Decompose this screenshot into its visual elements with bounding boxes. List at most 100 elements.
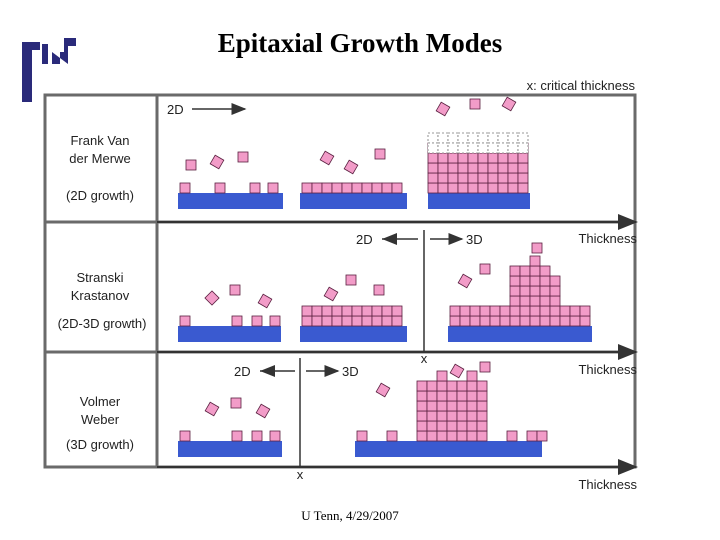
adatom xyxy=(331,315,343,327)
adatom xyxy=(459,315,471,327)
adatom xyxy=(539,315,551,327)
adatom xyxy=(436,430,448,442)
adatom xyxy=(311,315,323,327)
adatom xyxy=(477,172,489,184)
adatom xyxy=(427,152,439,164)
adatom xyxy=(179,315,191,327)
adatom xyxy=(489,305,501,317)
mode-name-line2: Krastanov xyxy=(71,288,130,303)
adatom xyxy=(549,315,561,327)
adatom xyxy=(373,284,385,296)
adatom xyxy=(466,430,478,442)
adatom xyxy=(526,430,538,442)
adatom xyxy=(416,380,428,392)
dashed-layer-atom xyxy=(447,142,459,154)
adatom xyxy=(539,285,551,297)
adatom xyxy=(466,390,478,402)
adatom xyxy=(476,430,488,442)
adatom xyxy=(507,162,519,174)
adatom xyxy=(204,290,220,306)
adatom xyxy=(497,182,509,194)
adatom xyxy=(437,172,449,184)
adatom xyxy=(301,315,313,327)
adatom xyxy=(469,305,481,317)
adatom xyxy=(497,162,509,174)
adatom xyxy=(437,162,449,174)
adatom xyxy=(179,182,191,194)
dashed-layer-atom xyxy=(467,132,479,144)
adatom xyxy=(457,273,473,289)
adatom xyxy=(209,154,225,170)
substrate xyxy=(448,326,592,342)
adatom xyxy=(321,315,333,327)
adatom xyxy=(579,315,591,327)
dashed-layer-atom xyxy=(477,142,489,154)
adatom xyxy=(529,285,541,297)
adatom xyxy=(381,305,393,317)
adatom xyxy=(311,182,323,194)
adatom xyxy=(569,315,581,327)
dashed-layer-atom xyxy=(517,132,529,144)
adatom xyxy=(381,315,393,327)
adatom xyxy=(517,152,529,164)
adatom xyxy=(456,410,468,422)
adatom xyxy=(436,380,448,392)
adatom xyxy=(467,182,479,194)
dashed-layer-atom xyxy=(487,142,499,154)
mode-name-line1: Frank Van xyxy=(70,133,129,148)
adatom xyxy=(437,152,449,164)
adatom xyxy=(361,305,373,317)
adatom xyxy=(447,152,459,164)
adatom xyxy=(449,305,461,317)
thickness-axis-label: Thickness xyxy=(578,477,637,492)
direction-label-2d: 2D xyxy=(167,102,184,117)
adatom xyxy=(456,430,468,442)
adatom xyxy=(446,400,458,412)
adatom xyxy=(269,430,281,442)
adatom xyxy=(447,172,459,184)
adatom xyxy=(416,430,428,442)
dashed-layer-atom xyxy=(507,142,519,154)
adatom xyxy=(529,315,541,327)
adatom xyxy=(381,182,393,194)
adatom xyxy=(487,152,499,164)
adatom xyxy=(509,275,521,287)
adatom xyxy=(457,152,469,164)
adatom xyxy=(416,410,428,422)
adatom xyxy=(361,182,373,194)
adatom xyxy=(371,182,383,194)
adatom xyxy=(467,172,479,184)
adatom xyxy=(331,182,343,194)
substrate xyxy=(300,193,407,209)
adatom xyxy=(449,315,461,327)
adatom xyxy=(509,305,521,317)
dashed-layer-atom xyxy=(467,142,479,154)
dashed-layer-atom xyxy=(457,142,469,154)
adatom xyxy=(519,295,531,307)
adatom xyxy=(477,162,489,174)
adatom xyxy=(456,420,468,432)
adatom xyxy=(489,315,501,327)
adatom xyxy=(416,420,428,432)
adatom xyxy=(426,410,438,422)
dashed-layer-atom xyxy=(487,132,499,144)
adatom xyxy=(536,430,548,442)
adatom xyxy=(436,410,448,422)
adatom xyxy=(509,295,521,307)
adatom xyxy=(323,286,339,302)
mode-growth-type: (3D growth) xyxy=(66,437,134,452)
adatom xyxy=(476,390,488,402)
adatom xyxy=(331,305,343,317)
adatom xyxy=(251,315,263,327)
thickness-axis-label: Thickness xyxy=(578,231,637,246)
adatom xyxy=(529,275,541,287)
growth-illustrations xyxy=(178,96,592,457)
adatom xyxy=(477,152,489,164)
adatom xyxy=(487,182,499,194)
adatom xyxy=(426,400,438,412)
adatom xyxy=(519,285,531,297)
adatom xyxy=(267,182,279,194)
adatom xyxy=(579,305,591,317)
adatom xyxy=(301,182,313,194)
adatom xyxy=(479,305,491,317)
